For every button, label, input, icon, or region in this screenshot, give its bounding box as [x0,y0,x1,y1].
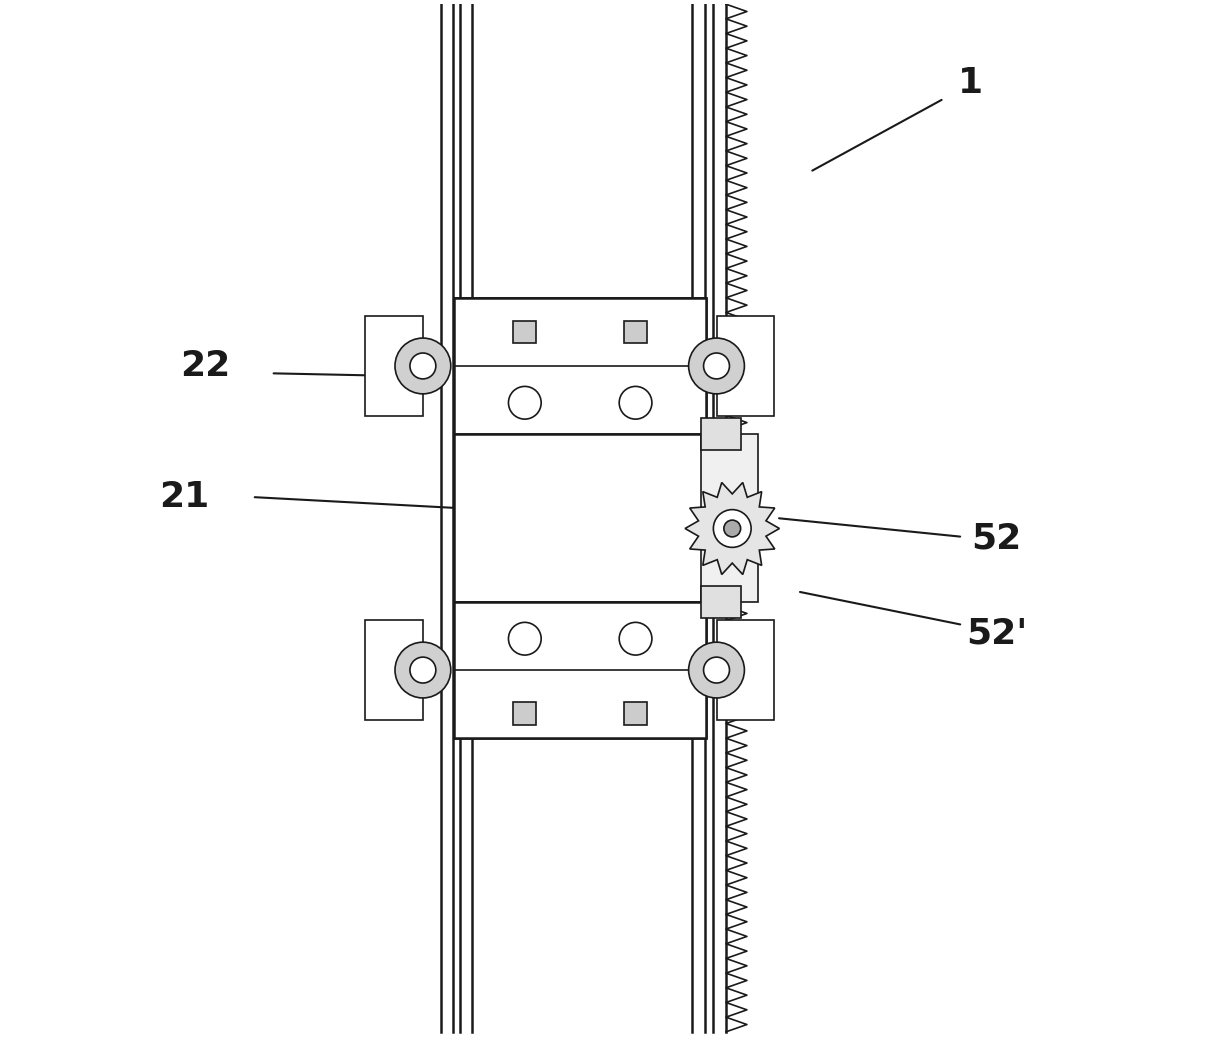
Circle shape [689,338,745,394]
Bar [692,4,727,1032]
Circle shape [689,643,745,698]
Bar [454,298,706,434]
Circle shape [410,353,436,378]
Circle shape [509,387,542,420]
Circle shape [619,623,652,655]
Bar [454,298,706,738]
Bar [365,620,422,720]
Circle shape [703,657,729,683]
Circle shape [509,623,542,655]
Bar [701,419,741,450]
Circle shape [396,643,450,698]
Bar [717,316,774,415]
Circle shape [410,657,436,683]
Bar [624,320,647,344]
Text: 52': 52' [966,616,1027,650]
Circle shape [713,509,751,548]
Circle shape [619,387,652,420]
Bar [701,434,758,601]
Bar [701,587,741,617]
Bar [454,298,706,434]
Bar [514,320,537,344]
Bar [717,620,774,720]
Circle shape [703,353,729,378]
Text: 52: 52 [971,522,1021,556]
Polygon shape [685,482,779,575]
Circle shape [396,338,450,394]
Bar [454,601,706,738]
Bar [454,601,706,738]
Text: 1: 1 [958,66,983,99]
Bar [365,316,422,415]
Text: 21: 21 [158,480,209,514]
Bar [514,702,537,725]
Bar [624,702,647,725]
Text: 22: 22 [180,349,230,383]
Circle shape [724,520,741,537]
